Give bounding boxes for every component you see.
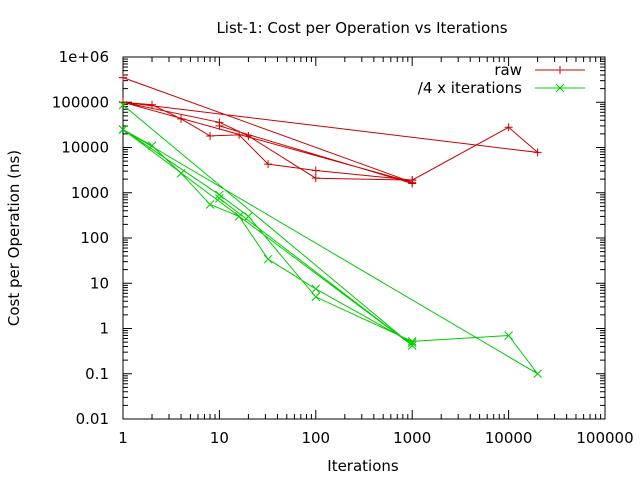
data-point-raw <box>504 123 513 132</box>
data-point-scaled <box>407 341 417 350</box>
y-tick-label: 100000 <box>52 93 109 111</box>
data-point-scaled <box>118 125 128 134</box>
x-axis-label: Iterations <box>327 457 399 475</box>
x-tick-label: 100 <box>301 429 330 447</box>
data-point-scaled <box>215 190 224 200</box>
data-point-scaled <box>311 284 321 294</box>
data-point-scaled <box>263 254 273 264</box>
data-point-scaled <box>176 168 186 178</box>
x-tick-label: 1 <box>118 429 128 447</box>
x-tick-label: 10000 <box>485 429 533 447</box>
y-tick-label: 10 <box>90 274 109 292</box>
data-point-raw <box>148 100 157 109</box>
series-layer <box>118 73 542 379</box>
data-point-raw <box>311 174 320 183</box>
y-tick-label: 1e+06 <box>59 48 109 66</box>
data-point-raw <box>408 179 417 188</box>
series-scaled <box>118 100 542 379</box>
data-point-scaled <box>407 338 417 348</box>
y-tick-label: 10000 <box>61 139 109 157</box>
x-tick-label: 100000 <box>576 429 633 447</box>
series-raw <box>119 73 542 188</box>
data-point-raw <box>177 114 186 123</box>
data-point-raw <box>235 130 244 139</box>
y-tick-label: 0.1 <box>85 365 109 383</box>
legend: raw/4 x iterations <box>418 61 585 97</box>
data-point-raw <box>119 73 127 82</box>
data-point-scaled <box>311 292 321 302</box>
legend-label-scaled: /4 x iterations <box>418 79 522 97</box>
y-tick-label: 1000 <box>71 184 109 202</box>
data-point-scaled <box>234 212 244 221</box>
data-point-scaled <box>118 100 128 110</box>
y-tick-label: 1 <box>99 320 109 338</box>
data-point-scaled <box>147 141 157 150</box>
data-point-raw <box>244 131 253 140</box>
data-point-raw <box>264 160 273 169</box>
x-tick-label: 10 <box>210 429 229 447</box>
axis-ticks: 1 10 100 1000 10000 100000 0.01 0.1 1 10 100 1000 10… <box>52 48 634 447</box>
data-point-raw <box>533 148 542 157</box>
data-point-raw <box>215 121 224 130</box>
legend-marker-raw <box>556 66 564 74</box>
data-point-scaled <box>244 212 253 221</box>
data-point-scaled <box>205 200 215 209</box>
x-tick-label: 1000 <box>393 429 431 447</box>
y-axis-label: Cost per Operation (ns) <box>5 150 23 326</box>
data-point-scaled <box>407 336 417 346</box>
y-tick-label: 100 <box>80 229 109 247</box>
y-tick-label: 0.01 <box>76 410 109 428</box>
chart-title: List-1: Cost per Operation vs Iterations <box>216 19 507 37</box>
data-point-raw <box>206 131 215 140</box>
legend-marker-scaled <box>555 83 565 93</box>
data-point-raw <box>311 166 320 175</box>
data-point-scaled <box>533 369 542 379</box>
data-point-scaled <box>504 331 513 340</box>
data-point-scaled <box>215 194 224 203</box>
legend-label-raw: raw <box>494 61 522 79</box>
